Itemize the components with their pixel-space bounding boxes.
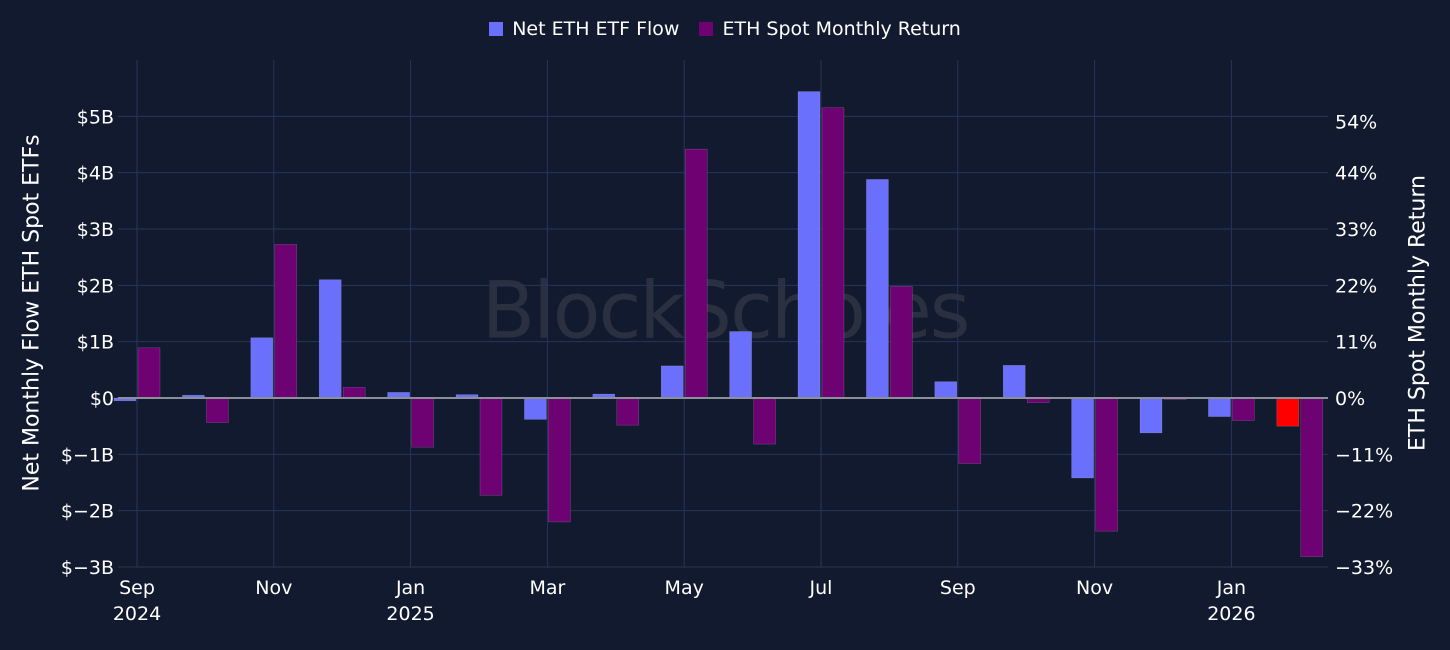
legend-item-return[interactable]: ETH Spot Monthly Return — [699, 18, 961, 40]
bar-return — [548, 397, 571, 523]
bar-flow — [318, 279, 342, 399]
bars — [113, 91, 1324, 557]
bar-flow — [1276, 397, 1300, 427]
x-tick-sublabel: 2024 — [113, 603, 161, 625]
y-left-tick-label: $−2B — [61, 501, 114, 523]
y-left-tick-label: $4B — [77, 163, 114, 185]
bar-flow — [1071, 397, 1094, 479]
y-left-tick-label: $3B — [77, 219, 114, 241]
bar-flow — [866, 179, 889, 399]
legend-label-return: ETH Spot Monthly Return — [722, 18, 961, 40]
bar-return — [753, 397, 776, 445]
y-right-tick-label: −11% — [1335, 444, 1393, 466]
x-tick-label: Sep — [940, 577, 976, 599]
x-tick-sublabel: 2025 — [386, 603, 434, 625]
legend-swatch-flow — [489, 22, 504, 36]
x-tick-label: Jan — [395, 577, 425, 599]
y-axis-right: −33% −22% −11% 0% 11% 22% 33% 44% 54% — [1335, 111, 1393, 579]
bar-flow — [934, 381, 958, 399]
bar-return — [684, 148, 708, 399]
bar-return — [274, 244, 298, 399]
y-right-tick-label: 54% — [1335, 111, 1377, 133]
bar-flow — [1139, 397, 1163, 434]
x-tick-label: Mar — [529, 577, 565, 599]
y-left-tick-label: $−3B — [61, 557, 114, 579]
legend-swatch-return — [699, 22, 714, 36]
y-left-tick-label: $0 — [90, 388, 114, 410]
y-axis-left: $−3B $−2B $−1B $0 $1B $2B $3B $4B $5B — [61, 106, 114, 579]
bar-flow — [1208, 397, 1231, 417]
x-tick-label: Nov — [255, 577, 292, 599]
bar-flow — [660, 365, 684, 399]
bar-return — [958, 397, 982, 464]
bar-return — [479, 397, 503, 496]
bar-return — [1232, 397, 1255, 421]
bar-return — [821, 107, 845, 399]
bar-return — [342, 386, 366, 399]
legend: Net ETH ETF Flow ETH Spot Monthly Return — [0, 18, 1450, 40]
y-right-tick-label: −33% — [1335, 557, 1393, 579]
y-right-tick-label: 22% — [1335, 275, 1377, 297]
y-left-tick-label: $2B — [77, 275, 114, 297]
y-left-tick-label: $−1B — [61, 444, 114, 466]
y-right-tick-label: 33% — [1335, 219, 1377, 241]
x-tick-label: Jan — [1216, 577, 1246, 599]
bar-return — [1095, 397, 1118, 532]
bar-flow — [1002, 365, 1026, 399]
bar-return — [890, 286, 913, 399]
bar-return — [137, 347, 161, 399]
bar-flow — [729, 331, 752, 399]
x-axis: Sep 2024 Nov Jan 2025 Mar May Jul Sep Nov Jan 2026 — [113, 577, 1256, 625]
x-tick-label: May — [665, 577, 704, 599]
legend-item-flow[interactable]: Net ETH ETF Flow — [489, 18, 679, 40]
x-tick-label: Nov — [1076, 577, 1113, 599]
bar-return — [616, 397, 640, 426]
bar-return — [411, 397, 434, 448]
x-tick-label: Sep — [119, 577, 155, 599]
bar-return — [1300, 397, 1324, 557]
y-right-tick-label: 11% — [1335, 332, 1377, 354]
y-left-tick-label: $1B — [77, 332, 114, 354]
bar-flow — [524, 397, 547, 420]
y-right-tick-label: −22% — [1335, 501, 1393, 523]
bar-flow — [797, 91, 821, 399]
y-right-tick-label: 44% — [1335, 163, 1377, 185]
y-left-tick-label: $5B — [77, 106, 114, 128]
y-right-tick-label: 0% — [1335, 388, 1365, 410]
legend-label-flow: Net ETH ETF Flow — [512, 18, 680, 40]
x-tick-sublabel: 2026 — [1207, 603, 1255, 625]
bar-return — [206, 397, 229, 423]
x-tick-label: Jul — [809, 577, 833, 599]
bar-flow — [250, 337, 274, 399]
